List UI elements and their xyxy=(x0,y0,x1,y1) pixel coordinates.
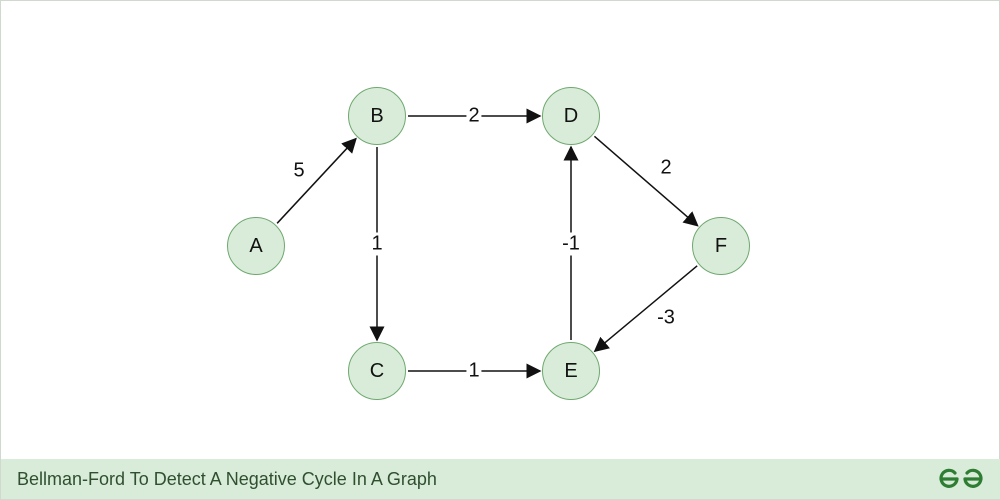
node-A: A xyxy=(227,217,285,275)
node-F: F xyxy=(692,217,750,275)
edge-D-F xyxy=(594,136,697,225)
footer-bar: Bellman-Ford To Detect A Negative Cycle … xyxy=(1,459,1000,499)
edge-weight-B-D: 2 xyxy=(466,105,481,128)
node-C: C xyxy=(348,342,406,400)
edge-weight-A-B: 5 xyxy=(291,160,306,183)
node-D: D xyxy=(542,87,600,145)
graph-canvas: 5 2 1 1 -1 2 -3 A B C D E F xyxy=(1,1,1000,461)
edge-F-E xyxy=(595,266,697,351)
edge-weight-C-E: 1 xyxy=(466,360,481,383)
edge-weight-E-D: -1 xyxy=(560,233,582,256)
edge-weight-F-E: -3 xyxy=(655,307,677,330)
edge-weight-D-F: 2 xyxy=(658,157,673,180)
edge-A-B xyxy=(277,139,356,224)
footer-title: Bellman-Ford To Detect A Negative Cycle … xyxy=(17,469,437,490)
edge-weight-B-C: 1 xyxy=(369,233,384,256)
geeksforgeeks-logo-icon xyxy=(937,467,985,491)
edges-layer xyxy=(1,1,1000,461)
node-E: E xyxy=(542,342,600,400)
node-B: B xyxy=(348,87,406,145)
